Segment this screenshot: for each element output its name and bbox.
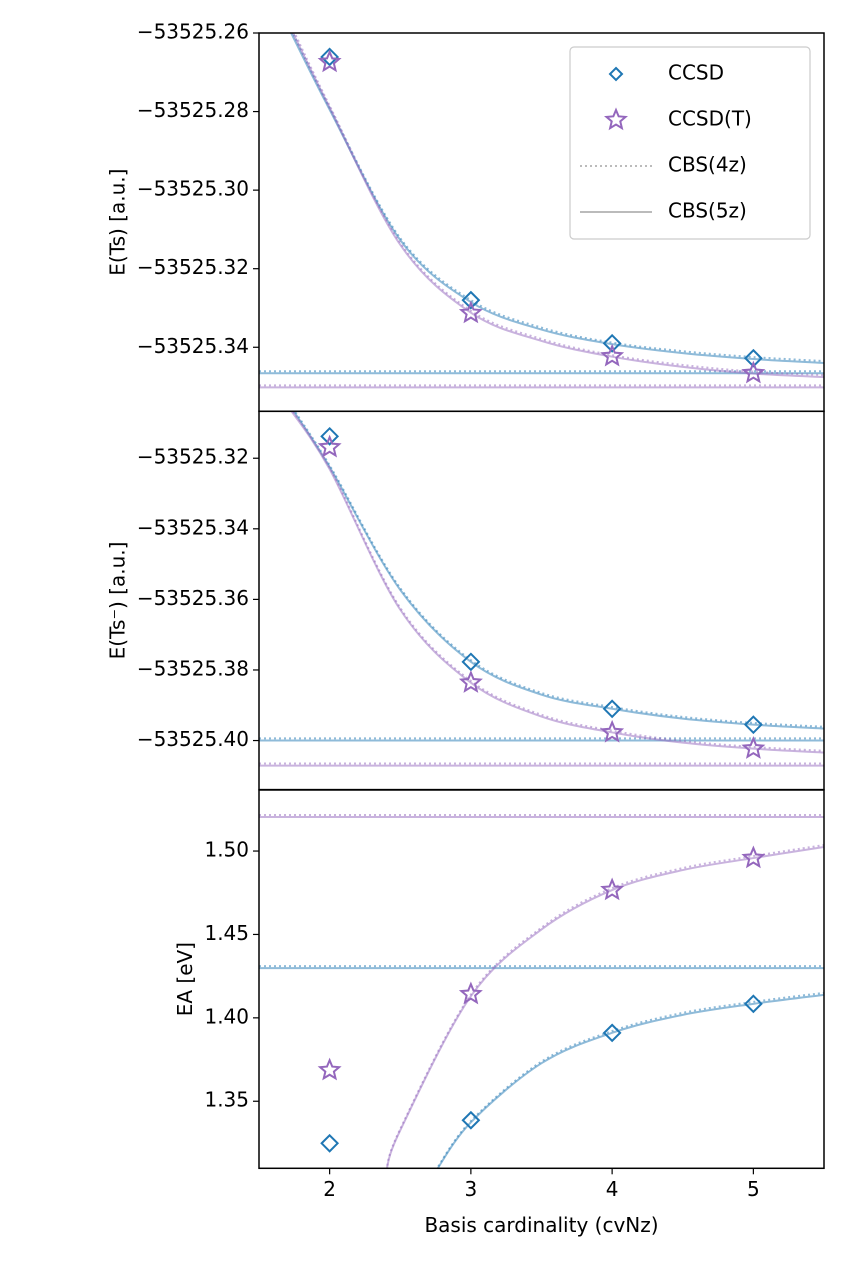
axes-frame [258, 410, 825, 791]
y-tick-label: 1.50 [204, 838, 249, 862]
y-tick-label: 1.45 [204, 921, 249, 945]
y-tick-label: −53525.38 [137, 656, 249, 680]
diamond-marker [743, 715, 763, 735]
legend-marker [604, 107, 628, 131]
diamond-marker [461, 290, 481, 310]
fit-curve [293, 33, 824, 377]
diamond-marker [602, 699, 622, 719]
x-tick-label: 3 [465, 1177, 478, 1201]
plot-area [259, 33, 824, 389]
y-tick-label: −53525.32 [137, 445, 249, 469]
x-tick-label: 4 [606, 1177, 619, 1201]
legend-box [569, 46, 811, 240]
x-tick-label: 5 [747, 1177, 760, 1201]
y-tick-label: −53525.36 [137, 586, 249, 610]
plot-area [259, 411, 824, 767]
diamond-marker [743, 348, 763, 368]
diamond-marker [320, 426, 340, 446]
y-axis-label: E(Ts⁻) [a.u.] [105, 542, 129, 660]
fit-curve [290, 411, 824, 754]
fit-curve [385, 846, 824, 1169]
axes-frame [258, 789, 825, 1170]
star-marker [317, 1057, 342, 1081]
x-tick-label: 2 [323, 1177, 336, 1201]
legend-marker [608, 66, 624, 82]
y-tick-label: −53525.32 [137, 255, 249, 279]
star-marker [317, 434, 342, 458]
star-marker [458, 670, 483, 693]
star-marker [458, 981, 483, 1005]
star-marker [741, 845, 766, 869]
fit-curve [292, 411, 824, 730]
star-marker [600, 877, 625, 901]
y-axis-label: E(Ts) [a.u.] [105, 169, 129, 276]
legend: CCSD CCSD(T) CBS(4z) CBS(5z) [569, 46, 811, 240]
fit-curve [435, 991, 824, 1169]
star-marker [600, 343, 625, 367]
y-tick-label: −53525.34 [137, 334, 249, 358]
diamond-marker [743, 994, 763, 1014]
star-marker [741, 360, 766, 384]
y-tick-label: −53525.28 [137, 98, 249, 122]
star-marker [317, 49, 342, 73]
star-marker [600, 719, 625, 743]
legend-label: CBS(4z) [668, 153, 747, 177]
diamond-marker [602, 333, 622, 353]
fit-curve [291, 33, 824, 379]
diamond-marker [320, 1133, 340, 1153]
y-axis-label: EA [eV] [173, 942, 197, 1016]
y-tick-label: 1.35 [204, 1088, 249, 1112]
fit-curve [436, 993, 824, 1169]
y-tick-label: −53525.30 [137, 177, 249, 201]
fit-curve [291, 411, 824, 752]
legend-label: CBS(5z) [668, 199, 747, 223]
star-marker [741, 736, 766, 759]
star-marker [458, 300, 483, 324]
fit-curve [293, 411, 824, 728]
y-tick-label: 1.40 [204, 1004, 249, 1028]
fit-curve [385, 844, 824, 1169]
diamond-marker [320, 47, 340, 67]
y-tick-label: −53525.26 [137, 20, 249, 44]
diamond-marker [461, 652, 481, 672]
legend-label: CCSD(T) [668, 107, 752, 131]
plot-area [259, 814, 824, 1169]
legend-label: CCSD [668, 61, 724, 85]
y-tick-label: −53525.40 [137, 727, 249, 751]
y-tick-label: −53525.34 [137, 515, 249, 539]
diamond-marker [602, 1023, 622, 1043]
x-axis-label: Basis cardinality (cvNz) [424, 1213, 658, 1237]
fit-curve [291, 33, 824, 363]
diamond-marker [461, 1110, 481, 1130]
